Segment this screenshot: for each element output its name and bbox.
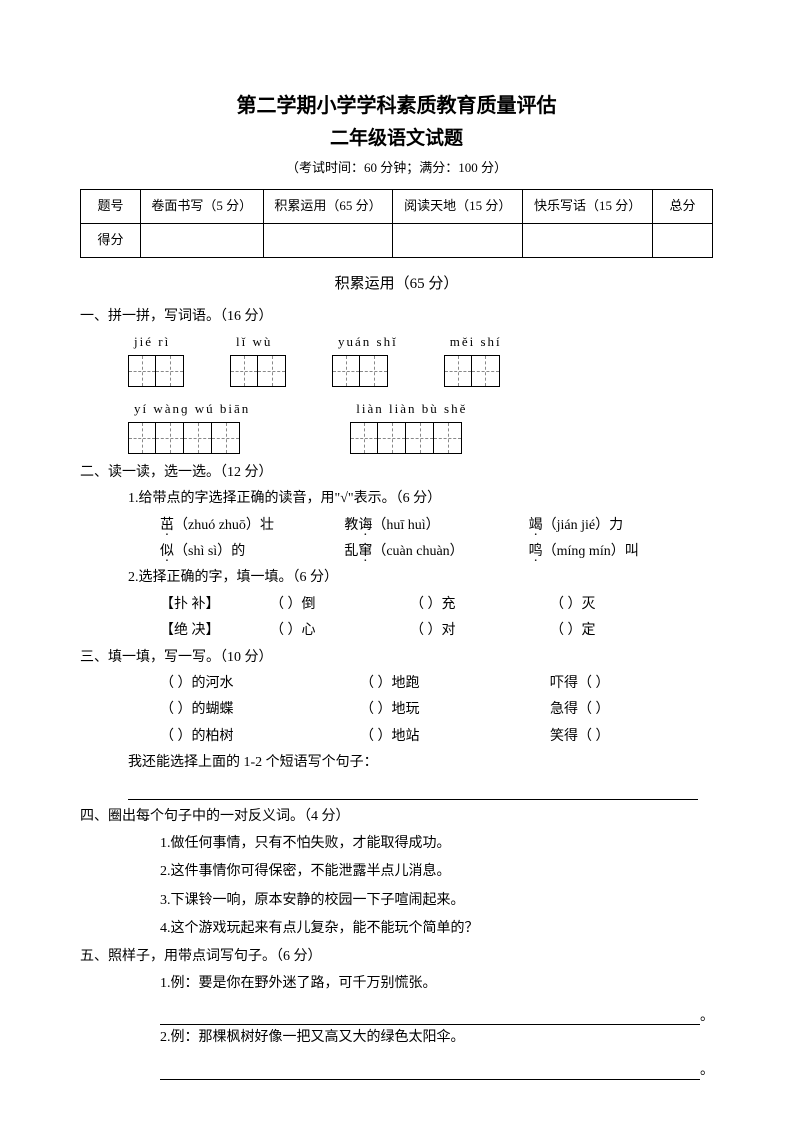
th-0: 题号 bbox=[81, 190, 141, 224]
score-cell[interactable] bbox=[393, 223, 523, 257]
th-1: 卷面书写（5 分） bbox=[141, 190, 264, 224]
q3-row: （ ）的柏树 （ ）地站 笑得（ ） bbox=[160, 726, 713, 748]
q5-item: 1.例：要是你在野外迷了路，可千万别慌张。 bbox=[160, 973, 713, 995]
txt: 力 bbox=[609, 518, 623, 533]
dot-char: 诲 bbox=[358, 515, 372, 537]
pinyin: lǐ wù bbox=[230, 332, 272, 353]
score-table: 题号 卷面书写（5 分） 积累运用（65 分） 阅读天地（15 分） 快乐写话（… bbox=[80, 189, 713, 258]
q4-item: 4.这个游戏玩起来有点儿复杂，能不能玩个简单的？ bbox=[160, 918, 713, 940]
pinyin: yí wànɡ wú biān bbox=[128, 399, 250, 420]
q2-r2: 似（shì sì）的 乱窜（cuàn chuàn） 鸣（mínɡ mín）叫 bbox=[160, 541, 713, 563]
q2-r1: 茁（zhuó zhuō）壮 教诲（huī huì） 竭（jián jié）力 bbox=[160, 515, 713, 537]
txt: 教 bbox=[344, 518, 358, 533]
q4-item: 3.下课铃一响，原本安静的校园一下子喧闹起来。 bbox=[160, 890, 713, 912]
q5-title: 五、照样子，用带点词写句子。（6 分） bbox=[80, 946, 713, 968]
write-line[interactable] bbox=[160, 1003, 700, 1025]
fill-blank[interactable]: 急得（ ） bbox=[550, 699, 710, 721]
q3-row: （ ）的蝴蝶 （ ）地玩 急得（ ） bbox=[160, 699, 713, 721]
write-line[interactable] bbox=[128, 780, 698, 800]
q1-row2: yí wànɡ wú biān liàn liàn bù shě bbox=[128, 399, 713, 454]
dot-char: 似 bbox=[160, 541, 174, 563]
q2-title: 二、读一读，选一选。（12 分） bbox=[80, 462, 713, 484]
fill-blank[interactable]: （ ）定 bbox=[550, 620, 690, 642]
q2-pair-row: 【扑 补】 （ ）倒 （ ）充 （ ）灭 bbox=[160, 594, 713, 616]
dot-char: 竭 bbox=[529, 515, 543, 537]
score-cell[interactable] bbox=[653, 223, 713, 257]
q1-row1: jié rì lǐ wù yuán shǐ měi shí bbox=[128, 332, 713, 387]
char-boxes[interactable] bbox=[128, 355, 184, 387]
char-boxes[interactable] bbox=[444, 355, 500, 387]
char-boxes[interactable] bbox=[332, 355, 388, 387]
th-5: 总分 bbox=[653, 190, 713, 224]
q2-pair-row: 【绝 决】 （ ）心 （ ）对 （ ）定 bbox=[160, 620, 713, 642]
q4-title: 四、圈出每个句子中的一对反义词。（4 分） bbox=[80, 806, 713, 828]
q4-item: 2.这件事情你可得保密，不能泄露半点儿消息。 bbox=[160, 861, 713, 883]
fill-blank[interactable]: （ ）倒 bbox=[270, 594, 410, 616]
score-label: 得分 bbox=[81, 223, 141, 257]
fill-blank[interactable]: （ ）地跑 bbox=[360, 673, 550, 695]
fill-blank[interactable]: （ ）灭 bbox=[550, 594, 690, 616]
pinyin-choice[interactable]: （zhuó zhuō） bbox=[174, 518, 260, 533]
fill-blank[interactable]: （ ）地玩 bbox=[360, 699, 550, 721]
char-boxes[interactable] bbox=[128, 422, 240, 454]
fill-blank[interactable]: （ ）的柏树 bbox=[160, 726, 360, 748]
pinyin-choice[interactable]: （shì sì） bbox=[174, 544, 231, 559]
fill-blank[interactable]: （ ）对 bbox=[410, 620, 550, 642]
section-header: 积累运用（65 分） bbox=[80, 272, 713, 296]
score-cell[interactable] bbox=[263, 223, 393, 257]
fill-blank[interactable]: 笑得（ ） bbox=[550, 726, 710, 748]
th-2: 积累运用（65 分） bbox=[263, 190, 393, 224]
txt: 叫 bbox=[625, 544, 639, 559]
fill-blank[interactable]: （ ）的蝴蝶 bbox=[160, 699, 360, 721]
main-title-2: 二年级语文试题 bbox=[80, 124, 713, 154]
th-4: 快乐写话（15 分） bbox=[523, 190, 653, 224]
q3-tail: 我还能选择上面的 1-2 个短语写个句子： bbox=[128, 752, 713, 774]
fill-blank[interactable]: （ ）心 bbox=[270, 620, 410, 642]
fill-blank[interactable]: （ ）的河水 bbox=[160, 673, 360, 695]
write-line[interactable] bbox=[160, 1058, 700, 1080]
pinyin: jié rì bbox=[128, 332, 170, 353]
q3-row: （ ）的河水 （ ）地跑 吓得（ ） bbox=[160, 673, 713, 695]
pinyin-choice[interactable]: （cuàn chuàn） bbox=[372, 544, 463, 559]
dot-char: 窜 bbox=[358, 541, 372, 563]
pinyin: liàn liàn bù shě bbox=[350, 399, 467, 420]
pinyin-choice[interactable]: （huī huì） bbox=[372, 518, 439, 533]
pinyin-choice[interactable]: （mínɡ mín） bbox=[543, 544, 625, 559]
q3-title: 三、填一填，写一写。（10 分） bbox=[80, 647, 713, 669]
txt: 壮 bbox=[260, 518, 274, 533]
fill-blank[interactable]: 吓得（ ） bbox=[550, 673, 710, 695]
pinyin-choice[interactable]: （jián jié） bbox=[543, 518, 610, 533]
q1-title: 一、拼一拼，写词语。（16 分） bbox=[80, 306, 713, 328]
char-boxes[interactable] bbox=[230, 355, 286, 387]
fill-blank[interactable]: （ ）充 bbox=[410, 594, 550, 616]
char-boxes[interactable] bbox=[350, 422, 462, 454]
pair-label: 【扑 补】 bbox=[160, 594, 270, 616]
q4-item: 1.做任何事情，只有不怕失败，才能取得成功。 bbox=[160, 833, 713, 855]
q5-item: 2.例：那棵枫树好像一把又高又大的绿色太阳伞。 bbox=[160, 1027, 713, 1049]
dot-char: 茁 bbox=[160, 515, 174, 537]
th-3: 阅读天地（15 分） bbox=[393, 190, 523, 224]
pinyin: měi shí bbox=[444, 332, 502, 353]
txt: 乱 bbox=[344, 544, 358, 559]
q2-sub1: 1.给带点的字选择正确的读音，用"√"表示。（6 分） bbox=[128, 488, 713, 510]
main-title-1: 第二学期小学学科素质教育质量评估 bbox=[80, 90, 713, 122]
pair-label: 【绝 决】 bbox=[160, 620, 270, 642]
score-cell[interactable] bbox=[141, 223, 264, 257]
dot-char: 鸣 bbox=[529, 541, 543, 563]
txt: 的 bbox=[231, 544, 245, 559]
exam-info: （考试时间：60 分钟；满分：100 分） bbox=[80, 158, 713, 179]
pinyin: yuán shǐ bbox=[332, 332, 398, 353]
score-cell[interactable] bbox=[523, 223, 653, 257]
fill-blank[interactable]: （ ）地站 bbox=[360, 726, 550, 748]
q2-sub2: 2.选择正确的字，填一填。（6 分） bbox=[128, 567, 713, 589]
